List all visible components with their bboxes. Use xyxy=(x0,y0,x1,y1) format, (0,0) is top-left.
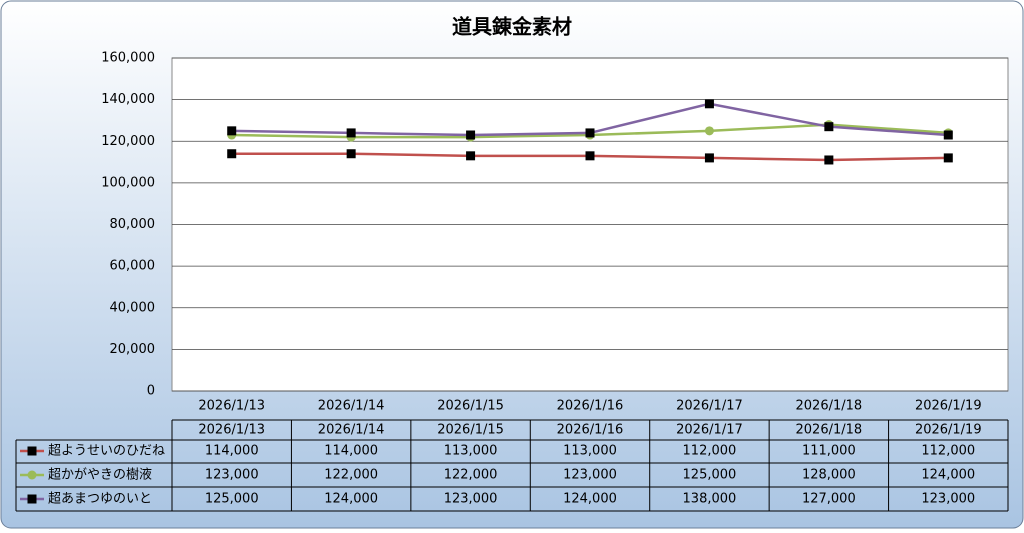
y-tick-label: 20,000 xyxy=(110,342,156,357)
table-value: 128,000 xyxy=(802,468,856,483)
y-tick-label: 100,000 xyxy=(101,175,155,190)
table-value: 112,000 xyxy=(921,444,975,459)
table-value: 123,000 xyxy=(205,468,259,483)
legend-label: 超ようせいのひだね xyxy=(48,444,165,459)
data-point xyxy=(704,99,714,109)
data-point xyxy=(227,126,237,136)
table-value: 113,000 xyxy=(444,444,498,459)
y-tick-label: 120,000 xyxy=(101,134,155,149)
y-tick-label: 80,000 xyxy=(110,217,156,232)
x-tick-label: 2026/1/13 xyxy=(198,399,265,414)
table-value: 123,000 xyxy=(921,492,975,507)
table-value: 125,000 xyxy=(205,492,259,507)
data-point xyxy=(585,128,595,138)
x-tick-label: 2026/1/14 xyxy=(318,399,385,414)
table-header: 2026/1/17 xyxy=(676,423,743,438)
y-tick-label: 160,000 xyxy=(101,51,155,66)
data-point xyxy=(943,130,953,140)
data-point xyxy=(585,151,595,161)
table-value: 114,000 xyxy=(324,444,378,459)
legend-label: 超あまつゆのいと xyxy=(48,492,152,507)
table-header: 2026/1/19 xyxy=(915,423,982,438)
data-point xyxy=(943,153,953,163)
x-tick-label: 2026/1/17 xyxy=(676,399,743,414)
data-point xyxy=(704,126,714,136)
table-value: 124,000 xyxy=(921,468,975,483)
table-value: 127,000 xyxy=(802,492,856,507)
table-value: 124,000 xyxy=(324,492,378,507)
legend-marker xyxy=(27,470,37,480)
y-tick-label: 60,000 xyxy=(110,259,156,274)
table-value: 123,000 xyxy=(563,468,617,483)
legend-marker xyxy=(27,494,37,504)
table-header: 2026/1/14 xyxy=(318,423,385,438)
table-header: 2026/1/15 xyxy=(437,423,504,438)
table-header: 2026/1/16 xyxy=(557,423,624,438)
data-point xyxy=(227,149,237,159)
table-value: 112,000 xyxy=(683,444,737,459)
y-tick-label: 0 xyxy=(147,384,155,399)
table-value: 122,000 xyxy=(324,468,378,483)
x-tick-label: 2026/1/16 xyxy=(557,399,624,414)
data-point xyxy=(824,122,834,132)
y-tick-label: 40,000 xyxy=(110,300,156,315)
table-value: 114,000 xyxy=(205,444,259,459)
data-point xyxy=(466,151,476,161)
data-point xyxy=(346,149,356,159)
table-header: 2026/1/13 xyxy=(198,423,265,438)
y-tick-label: 140,000 xyxy=(101,92,155,107)
table-value: 138,000 xyxy=(683,492,737,507)
table-value: 111,000 xyxy=(802,444,856,459)
data-point xyxy=(704,153,714,163)
table-value: 113,000 xyxy=(563,444,617,459)
legend-marker xyxy=(27,446,37,456)
table-value: 122,000 xyxy=(444,468,498,483)
x-tick-label: 2026/1/18 xyxy=(796,399,863,414)
data-point xyxy=(346,128,356,138)
table-value: 123,000 xyxy=(444,492,498,507)
x-tick-label: 2026/1/19 xyxy=(915,399,982,414)
table-value: 125,000 xyxy=(683,468,737,483)
x-tick-label: 2026/1/15 xyxy=(437,399,504,414)
table-value: 124,000 xyxy=(563,492,617,507)
chart-title: 道具錬金素材 xyxy=(452,15,572,39)
data-point xyxy=(466,130,476,140)
table-header: 2026/1/18 xyxy=(796,423,863,438)
legend-label: 超かがやきの樹液 xyxy=(48,468,152,483)
data-point xyxy=(824,155,834,165)
